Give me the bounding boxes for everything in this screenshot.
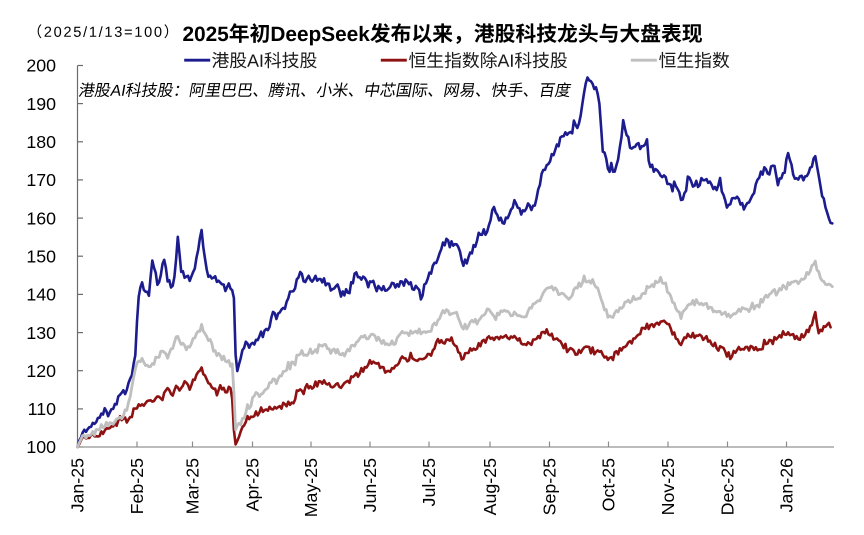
svg-text:Mar-25: Mar-25 <box>183 458 203 514</box>
svg-text:Oct-25: Oct-25 <box>599 458 619 511</box>
svg-text:Aug-25: Aug-25 <box>480 458 500 515</box>
svg-text:Jan-25: Jan-25 <box>68 458 88 512</box>
svg-text:190: 190 <box>26 94 56 114</box>
svg-text:180: 180 <box>26 132 56 152</box>
svg-text:170: 170 <box>26 170 56 190</box>
svg-text:Dec-25: Dec-25 <box>718 458 738 515</box>
svg-text:200: 200 <box>26 56 56 76</box>
svg-text:160: 160 <box>26 208 56 228</box>
svg-text:140: 140 <box>26 285 56 305</box>
svg-text:Nov-25: Nov-25 <box>658 458 678 515</box>
svg-text:110: 110 <box>28 399 56 419</box>
svg-text:100: 100 <box>26 437 56 457</box>
svg-text:130: 130 <box>26 323 56 343</box>
svg-text:120: 120 <box>26 361 56 381</box>
svg-text:Jul-25: Jul-25 <box>419 458 439 507</box>
svg-text:Sep-25: Sep-25 <box>540 458 560 515</box>
svg-text:Jun-25: Jun-25 <box>360 458 380 512</box>
svg-text:Jan-26: Jan-26 <box>777 458 797 512</box>
svg-text:May-25: May-25 <box>301 458 321 517</box>
svg-text:150: 150 <box>26 246 56 266</box>
svg-text:Feb-25: Feb-25 <box>127 458 147 514</box>
svg-text:Apr-25: Apr-25 <box>243 458 263 511</box>
